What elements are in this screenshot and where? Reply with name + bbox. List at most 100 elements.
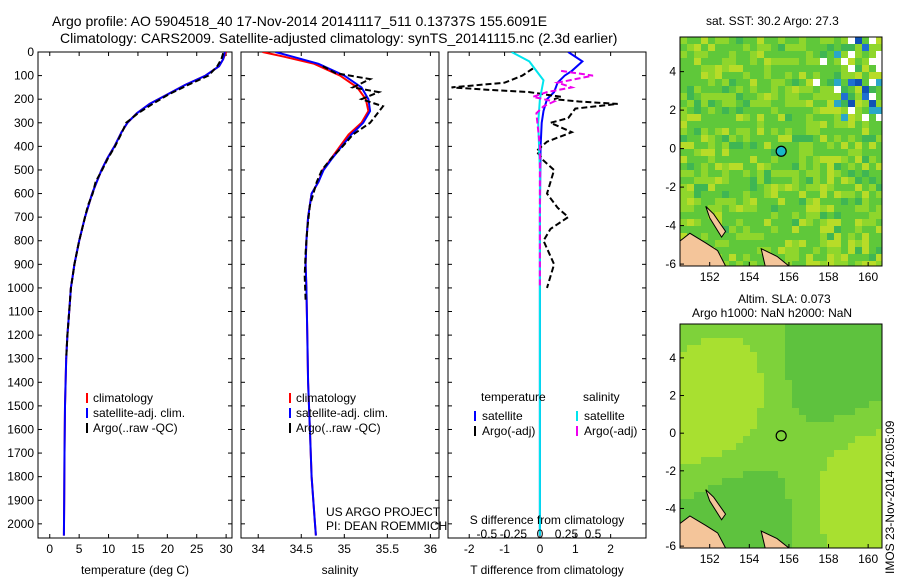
- map-cell: [834, 100, 841, 107]
- map-cell: [778, 324, 785, 331]
- map-cell: [771, 226, 778, 233]
- map-cell: [757, 324, 764, 331]
- map-cell: [855, 107, 862, 114]
- map-cell: [708, 233, 715, 240]
- map-cell: [876, 79, 882, 86]
- map-cell: [757, 450, 764, 457]
- map-cell: [827, 261, 834, 266]
- map-cell: [722, 79, 729, 86]
- map-cell: [827, 450, 834, 457]
- map-cell: [813, 184, 820, 191]
- map-cell: [834, 422, 841, 429]
- map-cell: [855, 191, 862, 198]
- map-cell: [722, 352, 729, 359]
- map-cell: [855, 443, 862, 450]
- map-cell: [743, 226, 750, 233]
- map-cell: [827, 100, 834, 107]
- map-cell: [722, 107, 729, 114]
- map-cell: [736, 107, 743, 114]
- map-cell: [876, 44, 882, 51]
- map-cell: [834, 156, 841, 163]
- map-cell: [729, 205, 736, 212]
- x2-tick-label: 0.25: [555, 527, 579, 541]
- map-cell: [848, 450, 855, 457]
- map-cell: [841, 100, 848, 107]
- map-cell: [708, 156, 715, 163]
- map-cell: [736, 163, 743, 170]
- map-cell: [715, 177, 722, 184]
- map-cell: [792, 443, 799, 450]
- map-cell: [708, 114, 715, 121]
- map-y-tick-label: -4: [665, 219, 676, 233]
- map-cell: [764, 359, 771, 366]
- map-cell: [708, 128, 715, 135]
- map-cell: [750, 478, 757, 485]
- map-cell: [855, 219, 862, 226]
- map-cell: [855, 128, 862, 135]
- map-cell: [743, 44, 750, 51]
- map-cell: [855, 205, 862, 212]
- map-cell: [729, 450, 736, 457]
- map-cell: [869, 387, 876, 394]
- map-cell: [785, 149, 792, 156]
- map-cell: [785, 408, 792, 415]
- map-cell: [792, 534, 799, 541]
- map-cell: [771, 401, 778, 408]
- map-cell: [757, 520, 764, 527]
- map-cell: [862, 261, 869, 266]
- map-cell: [778, 408, 785, 415]
- map-cell: [820, 58, 827, 65]
- map-cell: [701, 485, 708, 492]
- map-cell: [715, 163, 722, 170]
- map-cell: [743, 380, 750, 387]
- map-cell: [764, 191, 771, 198]
- map-cell: [813, 261, 820, 266]
- map-cell: [848, 464, 855, 471]
- map-cell: [736, 478, 743, 485]
- map-cell: [778, 415, 785, 422]
- map-x-tick-label: 154: [739, 552, 759, 566]
- map-cell: [785, 520, 792, 527]
- map-cell: [750, 226, 757, 233]
- map-cell: [729, 240, 736, 247]
- map-cell: [799, 485, 806, 492]
- map-cell: [729, 254, 736, 261]
- map-cell: [806, 338, 813, 345]
- map-cell: [736, 436, 743, 443]
- map-cell: [701, 345, 708, 352]
- map-cell: [701, 149, 708, 156]
- map-cell: [855, 401, 862, 408]
- map-cell: [708, 191, 715, 198]
- map-cell: [876, 261, 882, 266]
- map-cell: [764, 65, 771, 72]
- map-cell: [750, 261, 757, 266]
- map-cell: [757, 373, 764, 380]
- map-cell: [827, 366, 834, 373]
- map-cell: [687, 44, 694, 51]
- map-cell: [827, 471, 834, 478]
- map-cell: [729, 100, 736, 107]
- map-cell: [813, 142, 820, 149]
- map-cell: [799, 457, 806, 464]
- map-cell: [722, 51, 729, 58]
- map-cell: [855, 408, 862, 415]
- map-cell: [841, 240, 848, 247]
- legend-label: Argo(-adj): [584, 424, 637, 438]
- map-cell: [736, 373, 743, 380]
- map-cell: [729, 128, 736, 135]
- map-cell: [680, 366, 687, 373]
- map-cell: [806, 331, 813, 338]
- map-cell: [813, 422, 820, 429]
- map-cell: [757, 212, 764, 219]
- map-cell: [841, 443, 848, 450]
- map-cell: [799, 415, 806, 422]
- map-cell: [729, 331, 736, 338]
- map-cell: [743, 527, 750, 534]
- map-cell: [876, 121, 882, 128]
- map-cell: [785, 198, 792, 205]
- map-cell: [785, 366, 792, 373]
- map-cell: [736, 156, 743, 163]
- map-cell: [806, 506, 813, 513]
- map-cell: [694, 408, 701, 415]
- map-cell: [869, 415, 876, 422]
